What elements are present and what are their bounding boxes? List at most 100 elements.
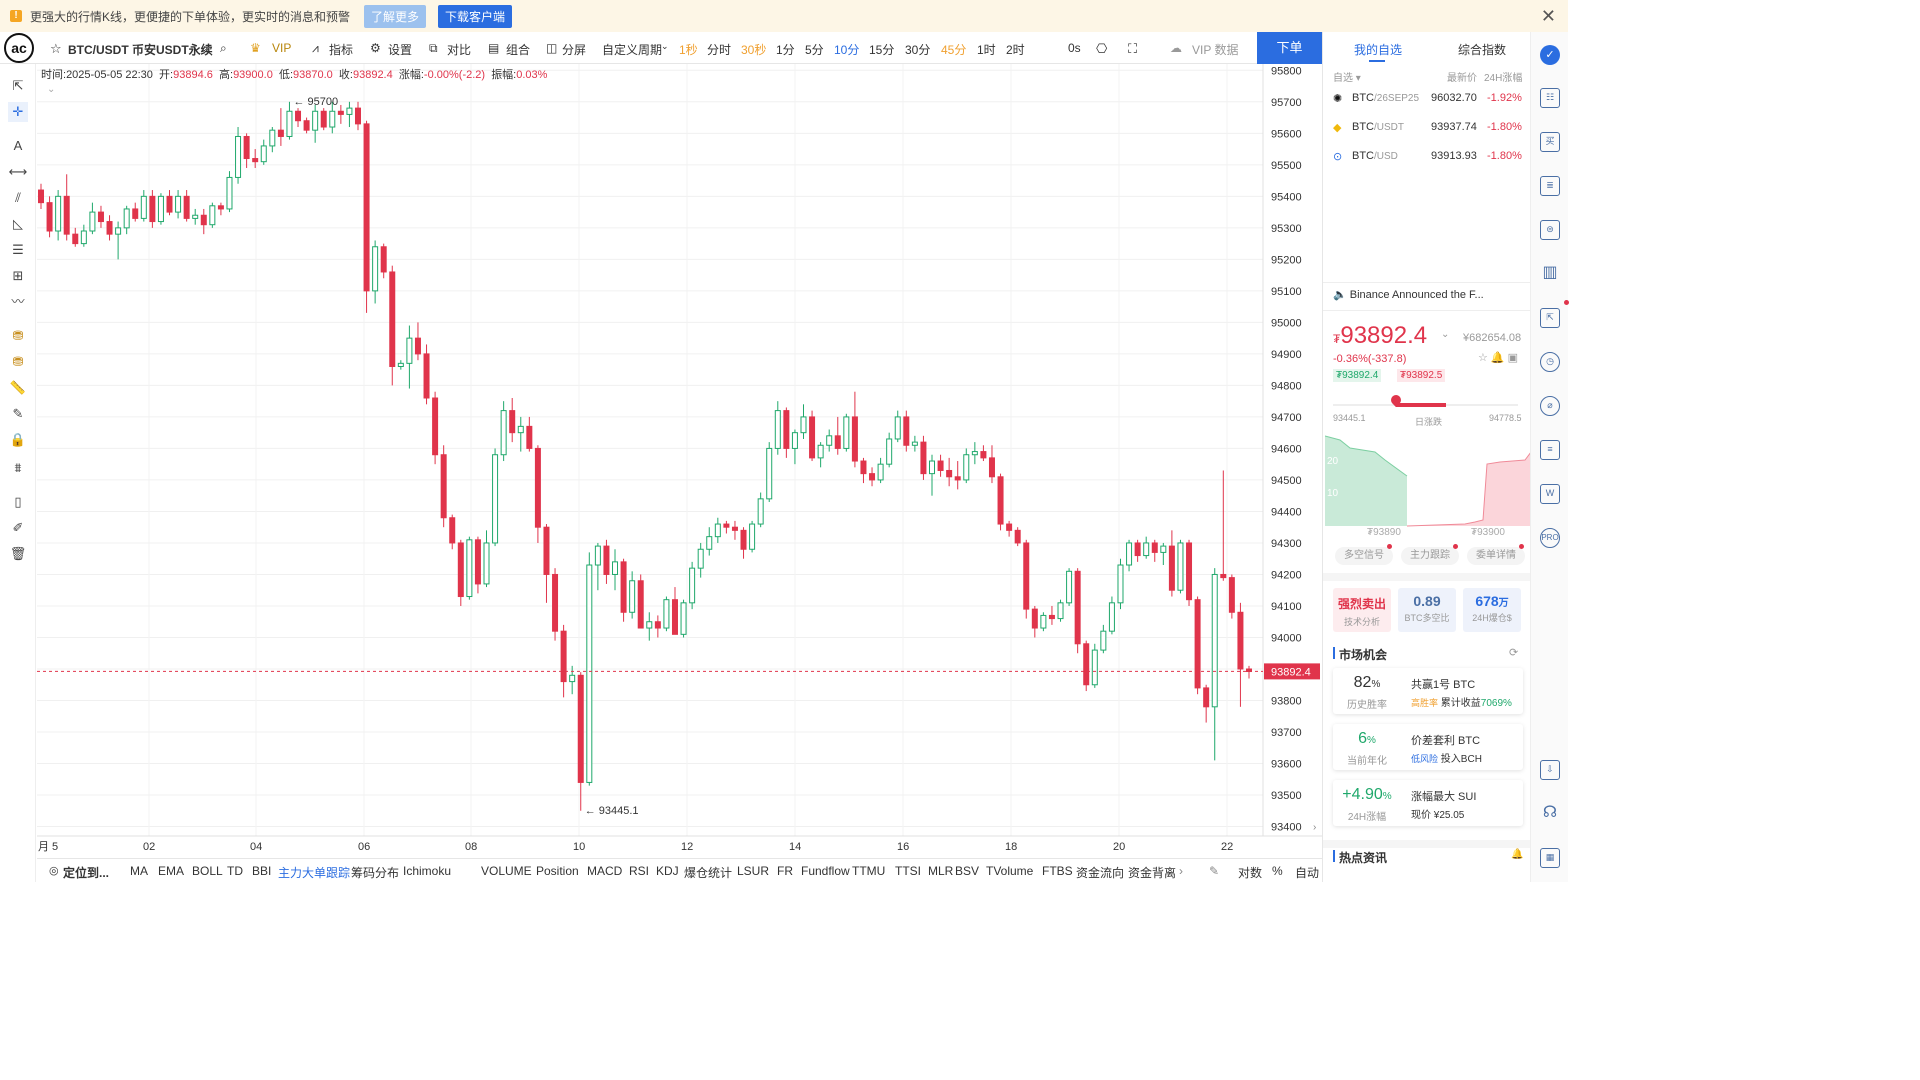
share-icon[interactable]: ⇱: [1540, 308, 1560, 328]
log-scale-toggle[interactable]: 对数: [1238, 866, 1263, 880]
indicator-item[interactable]: 主力大单跟踪: [278, 866, 351, 880]
compass-icon[interactable]: ⌀: [1540, 396, 1560, 416]
watchlist-row[interactable]: ◆ BTC/USDT 93937.74 -1.80%: [1323, 121, 1531, 139]
vip-data-dropdown[interactable]: VIP 数据: [1192, 43, 1239, 57]
locate-button[interactable]: 定位到...: [63, 866, 110, 880]
pen-icon[interactable]: ✎: [12, 406, 24, 421]
depth-chart[interactable]: 20 10 ₮93890 ₮93900: [1325, 434, 1531, 544]
bell-icon[interactable]: 🔔: [1511, 849, 1524, 860]
triangle-icon[interactable]: ◺: [13, 216, 23, 231]
expand-icon[interactable]: ⌄: [47, 84, 55, 95]
buy-icon[interactable]: 买: [1540, 132, 1560, 152]
download-client-button[interactable]: 下载客户端: [438, 4, 513, 28]
indicator-item[interactable]: 筹码分布: [351, 866, 400, 880]
text-icon[interactable]: A: [13, 138, 23, 153]
refresh-icon[interactable]: ⟳: [1509, 647, 1519, 659]
period-tab[interactable]: 30秒: [741, 43, 767, 57]
compare-button[interactable]: 对比: [447, 43, 472, 57]
indicator-item[interactable]: LSUR: [737, 864, 770, 878]
star-icon[interactable]: ☆: [50, 41, 62, 56]
period-tab[interactable]: 2时: [1006, 43, 1025, 57]
wave-icon[interactable]: 〰: [11, 294, 25, 309]
indicator-item[interactable]: 爆仓统计: [684, 866, 733, 880]
indicator-item[interactable]: BOLL: [192, 864, 223, 878]
pattern-alt-icon[interactable]: ⛃: [12, 354, 24, 369]
bookmark-icon[interactable]: ▯: [14, 494, 22, 509]
candlestick-chart[interactable]: 时间:2025-05-05 22:30 开:93894.6 高:93900.0 …: [37, 64, 1322, 858]
indicator-item[interactable]: MACD: [587, 864, 623, 878]
period-tab[interactable]: 1时: [977, 43, 996, 57]
parallel-lines-icon[interactable]: ⫽: [15, 190, 21, 205]
indicator-item[interactable]: Ichimoku: [403, 864, 452, 878]
period-tab[interactable]: 1分: [776, 43, 795, 57]
split-screen-button[interactable]: 分屏: [562, 43, 587, 57]
search-icon[interactable]: ⌕: [220, 41, 227, 55]
learn-more-button[interactable]: 了解更多: [364, 4, 427, 28]
lock-icon[interactable]: 🔒: [9, 432, 27, 447]
ruler-icon[interactable]: 📏: [9, 380, 27, 395]
indicator-item[interactable]: MA: [130, 864, 148, 878]
indicator-item[interactable]: TD: [227, 864, 243, 878]
period-tab[interactable]: 45分: [941, 43, 967, 57]
indicator-item[interactable]: TVolume: [986, 864, 1034, 878]
indicator-item[interactable]: Fundflow: [801, 864, 850, 878]
period-tab[interactable]: 5分: [805, 43, 824, 57]
indicator-item[interactable]: EMA: [158, 864, 185, 878]
fullscreen-icon[interactable]: ⛶: [1128, 41, 1138, 56]
indicator-item[interactable]: TTSI: [895, 864, 921, 878]
percent-scale-toggle[interactable]: %: [1272, 864, 1283, 878]
download-icon[interactable]: ⇩: [1540, 760, 1560, 780]
signal-tab[interactable]: 多空信号: [1335, 547, 1393, 565]
custom-period-dropdown[interactable]: 自定义周期: [602, 43, 663, 57]
indicator-item[interactable]: FR: [777, 864, 793, 878]
tab-index[interactable]: 综合指数: [1458, 43, 1507, 57]
signal-tab[interactable]: 主力跟踪: [1401, 547, 1459, 565]
indicator-item[interactable]: VOLUME: [481, 864, 532, 878]
edit-icon[interactable]: ✎: [1209, 864, 1220, 878]
edit-list-icon[interactable]: ✐: [12, 520, 24, 535]
period-tab[interactable]: 10分: [834, 43, 860, 57]
camera-icon[interactable]: ⎔: [1096, 41, 1108, 56]
indicator-item[interactable]: 资金背离: [1128, 866, 1177, 880]
indicators-button[interactable]: 指标: [329, 43, 354, 57]
cursor-icon[interactable]: ⇱: [12, 78, 24, 93]
sort-dropdown[interactable]: 自选 ▾: [1333, 73, 1361, 84]
price-tools-icons[interactable]: ☆ 🔔 ▣: [1478, 352, 1519, 364]
stat-liquidation[interactable]: 678万 24H爆仓$: [1463, 588, 1521, 632]
orderbook-icon[interactable]: ≣: [1540, 176, 1560, 196]
magnet-icon[interactable]: ⩩: [14, 460, 22, 475]
clock-icon[interactable]: ◷: [1540, 352, 1560, 372]
opportunity-card[interactable]: 82% 历史胜率 共赢1号 BTC 高胜率 累计收益7069%: [1333, 668, 1523, 714]
period-tab[interactable]: 分时: [707, 43, 732, 57]
line-icon[interactable]: ⟷: [8, 164, 28, 179]
indicator-item[interactable]: Position: [536, 864, 579, 878]
indicator-item[interactable]: KDJ: [656, 864, 679, 878]
tab-watchlist[interactable]: 我的自选: [1354, 43, 1403, 57]
bars-icon[interactable]: ▥: [1542, 264, 1558, 281]
opportunity-card[interactable]: 6% 当前年化 价差套利 BTC 低风险 投入BCH: [1333, 724, 1523, 770]
order-button[interactable]: 下单: [1257, 32, 1322, 64]
watchlist-row[interactable]: ✺ BTC/26SEP25 96032.70 -1.92%: [1323, 92, 1531, 110]
indicator-item[interactable]: MLR: [928, 864, 954, 878]
chevron-right-icon[interactable]: ›: [1179, 864, 1183, 878]
close-icon[interactable]: ✕: [1540, 6, 1556, 26]
indicator-item[interactable]: TTMU: [852, 864, 886, 878]
indicator-item[interactable]: BSV: [955, 864, 980, 878]
trades-icon[interactable]: ⊜: [1540, 220, 1560, 240]
indicator-item[interactable]: FTBS: [1042, 864, 1073, 878]
scroll-right-icon[interactable]: ›: [1313, 822, 1316, 833]
pattern-icon[interactable]: ⛃: [12, 328, 24, 343]
vip-button[interactable]: VIP: [272, 41, 292, 55]
crosshair-icon[interactable]: ✛: [8, 102, 28, 122]
period-tab[interactable]: 30分: [905, 43, 931, 57]
stat-ratio[interactable]: 0.89 BTC多空比: [1398, 588, 1456, 632]
indicator-item[interactable]: RSI: [629, 864, 650, 878]
auto-scale-toggle[interactable]: 自动: [1295, 866, 1320, 880]
app-icon[interactable]: ✓: [1540, 45, 1560, 65]
news-ticker[interactable]: 🔈 Binance Announced the F...: [1333, 288, 1484, 301]
fib-icon[interactable]: ☰: [12, 242, 24, 257]
combine-button[interactable]: 组合: [506, 43, 531, 57]
indicator-item[interactable]: BBI: [252, 864, 272, 878]
settings-button[interactable]: 设置: [388, 43, 413, 57]
headset-icon[interactable]: ☊: [1542, 804, 1558, 821]
